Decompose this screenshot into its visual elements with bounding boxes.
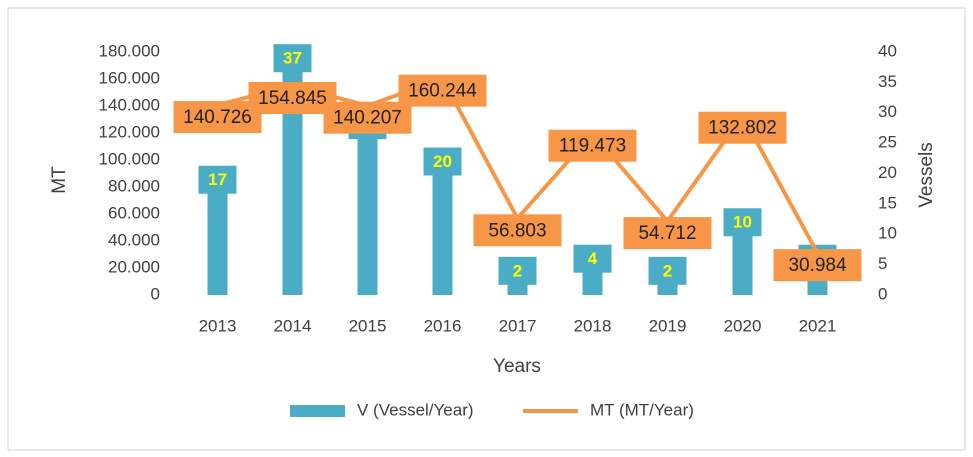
bar bbox=[282, 70, 303, 295]
x-tick-label: 2014 bbox=[274, 316, 312, 335]
line-label: 30.984 bbox=[788, 255, 847, 276]
line-label-box bbox=[173, 101, 262, 134]
x-tick-label: 2017 bbox=[499, 316, 537, 335]
y-tick-label: 140.000 bbox=[99, 95, 160, 114]
x-tick-label: 2019 bbox=[649, 316, 687, 335]
x-tick-label: 2016 bbox=[424, 316, 462, 335]
y2-tick-label: 15 bbox=[878, 193, 897, 212]
bar-label: 20 bbox=[433, 152, 452, 171]
line-label: 140.207 bbox=[333, 108, 402, 129]
x-axis-label: Years bbox=[493, 356, 541, 377]
line-label-box bbox=[623, 217, 712, 250]
y-tick-label: 180.000 bbox=[99, 41, 160, 60]
line-label-box bbox=[473, 214, 562, 247]
y2-tick-label: 30 bbox=[878, 102, 897, 121]
bar-label-box bbox=[498, 256, 537, 285]
y-tick-label: 40.000 bbox=[108, 230, 160, 249]
y2-tick-label: 0 bbox=[878, 284, 887, 303]
y2-tick-label: 10 bbox=[878, 224, 897, 243]
legend-label: MT (MT/Year) bbox=[590, 400, 694, 419]
x-tick-label: 2015 bbox=[349, 316, 387, 335]
y2-tick-label: 40 bbox=[878, 41, 897, 60]
bar bbox=[432, 173, 453, 295]
y-tick-label: 60.000 bbox=[108, 203, 160, 222]
line-label: 56.803 bbox=[488, 220, 546, 241]
y2-axis-label: Vessels bbox=[916, 142, 937, 207]
y-tick-label: 100.000 bbox=[99, 149, 160, 168]
line-label-box bbox=[698, 111, 787, 144]
legend-label: V (Vessel/Year) bbox=[357, 400, 474, 419]
line-label-box bbox=[323, 101, 412, 134]
y-axis-label: MT bbox=[49, 166, 70, 194]
x-tick-label: 2020 bbox=[724, 316, 762, 335]
line-label: 154.845 bbox=[258, 88, 327, 109]
line-label: 119.473 bbox=[559, 136, 626, 157]
y2-tick-label: 20 bbox=[878, 163, 897, 182]
line-label-box bbox=[773, 249, 862, 282]
bar-label-box bbox=[573, 244, 612, 273]
bar bbox=[657, 282, 678, 295]
y2-tick-label: 25 bbox=[878, 133, 897, 152]
line-label-box bbox=[248, 81, 337, 114]
bar-label: 10 bbox=[733, 213, 752, 232]
bar-label: 2 bbox=[513, 261, 522, 280]
bar bbox=[582, 270, 603, 295]
bar-label-box bbox=[723, 208, 762, 237]
line-label: 132.802 bbox=[708, 118, 777, 139]
line-label-box bbox=[398, 74, 487, 107]
y2-tick-label: 35 bbox=[878, 72, 897, 91]
line-label-box bbox=[548, 129, 637, 162]
bar-label-box bbox=[198, 165, 237, 194]
y-tick-label: 0 bbox=[151, 284, 160, 303]
x-tick-label: 2013 bbox=[199, 316, 237, 335]
bar-label-box bbox=[423, 147, 462, 176]
y-tick-label: 80.000 bbox=[108, 176, 160, 195]
bar bbox=[507, 282, 528, 295]
line-label: 54.712 bbox=[638, 223, 696, 244]
legend-swatch bbox=[290, 405, 345, 417]
bar bbox=[732, 234, 753, 295]
bar-label: 4 bbox=[588, 249, 598, 268]
line-label: 160.244 bbox=[408, 81, 477, 102]
y-tick-label: 120.000 bbox=[99, 122, 160, 141]
x-tick-label: 2018 bbox=[574, 316, 612, 335]
bar-label: 2 bbox=[663, 261, 672, 280]
y-tick-label: 20.000 bbox=[108, 257, 160, 276]
y-tick-label: 160.000 bbox=[99, 68, 160, 87]
bar-label-box bbox=[648, 256, 687, 285]
bar-label: 17 bbox=[208, 170, 227, 189]
bar-label-box bbox=[273, 44, 312, 73]
bar bbox=[207, 191, 228, 295]
x-tick-label: 2021 bbox=[799, 316, 837, 335]
bar bbox=[357, 137, 378, 295]
line-label: 140.726 bbox=[183, 107, 252, 128]
y2-tick-label: 5 bbox=[878, 254, 887, 273]
bar-label: 37 bbox=[283, 49, 302, 68]
